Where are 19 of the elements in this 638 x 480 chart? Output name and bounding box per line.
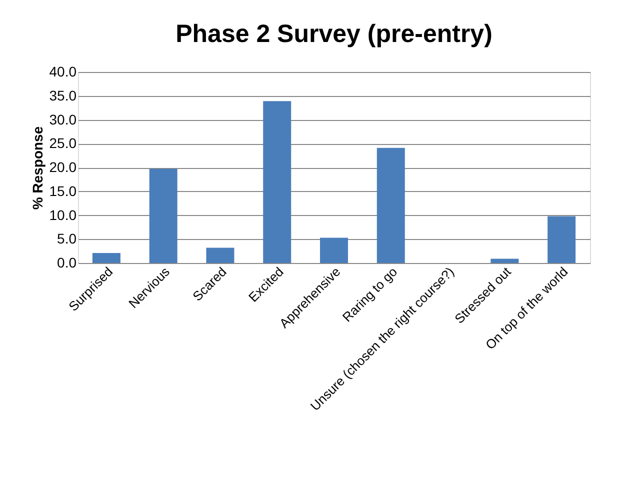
- bar: [320, 238, 348, 263]
- bar: [376, 148, 405, 263]
- bar: [548, 216, 576, 263]
- y-tick-label: 40.0: [49, 64, 77, 80]
- y-tick-label: 15.0: [49, 182, 77, 199]
- y-tick-label: 20.0: [49, 159, 77, 175]
- y-axis-title: % Response: [29, 126, 46, 210]
- bar: [490, 258, 519, 263]
- bar: [206, 248, 234, 263]
- bar: [149, 168, 178, 263]
- y-tick-label: 0.0: [57, 254, 77, 270]
- chart-title: Phase 2 Survey (pre-entry): [176, 20, 492, 48]
- bar: [263, 101, 292, 263]
- y-tick-label: 25.0: [49, 135, 77, 152]
- y-tick-label: 30.0: [49, 111, 77, 128]
- y-tick-label: 35.0: [49, 87, 77, 104]
- bar: [92, 252, 120, 263]
- y-tick-label: 5.0: [57, 230, 77, 247]
- y-tick-label: 10.0: [49, 206, 77, 223]
